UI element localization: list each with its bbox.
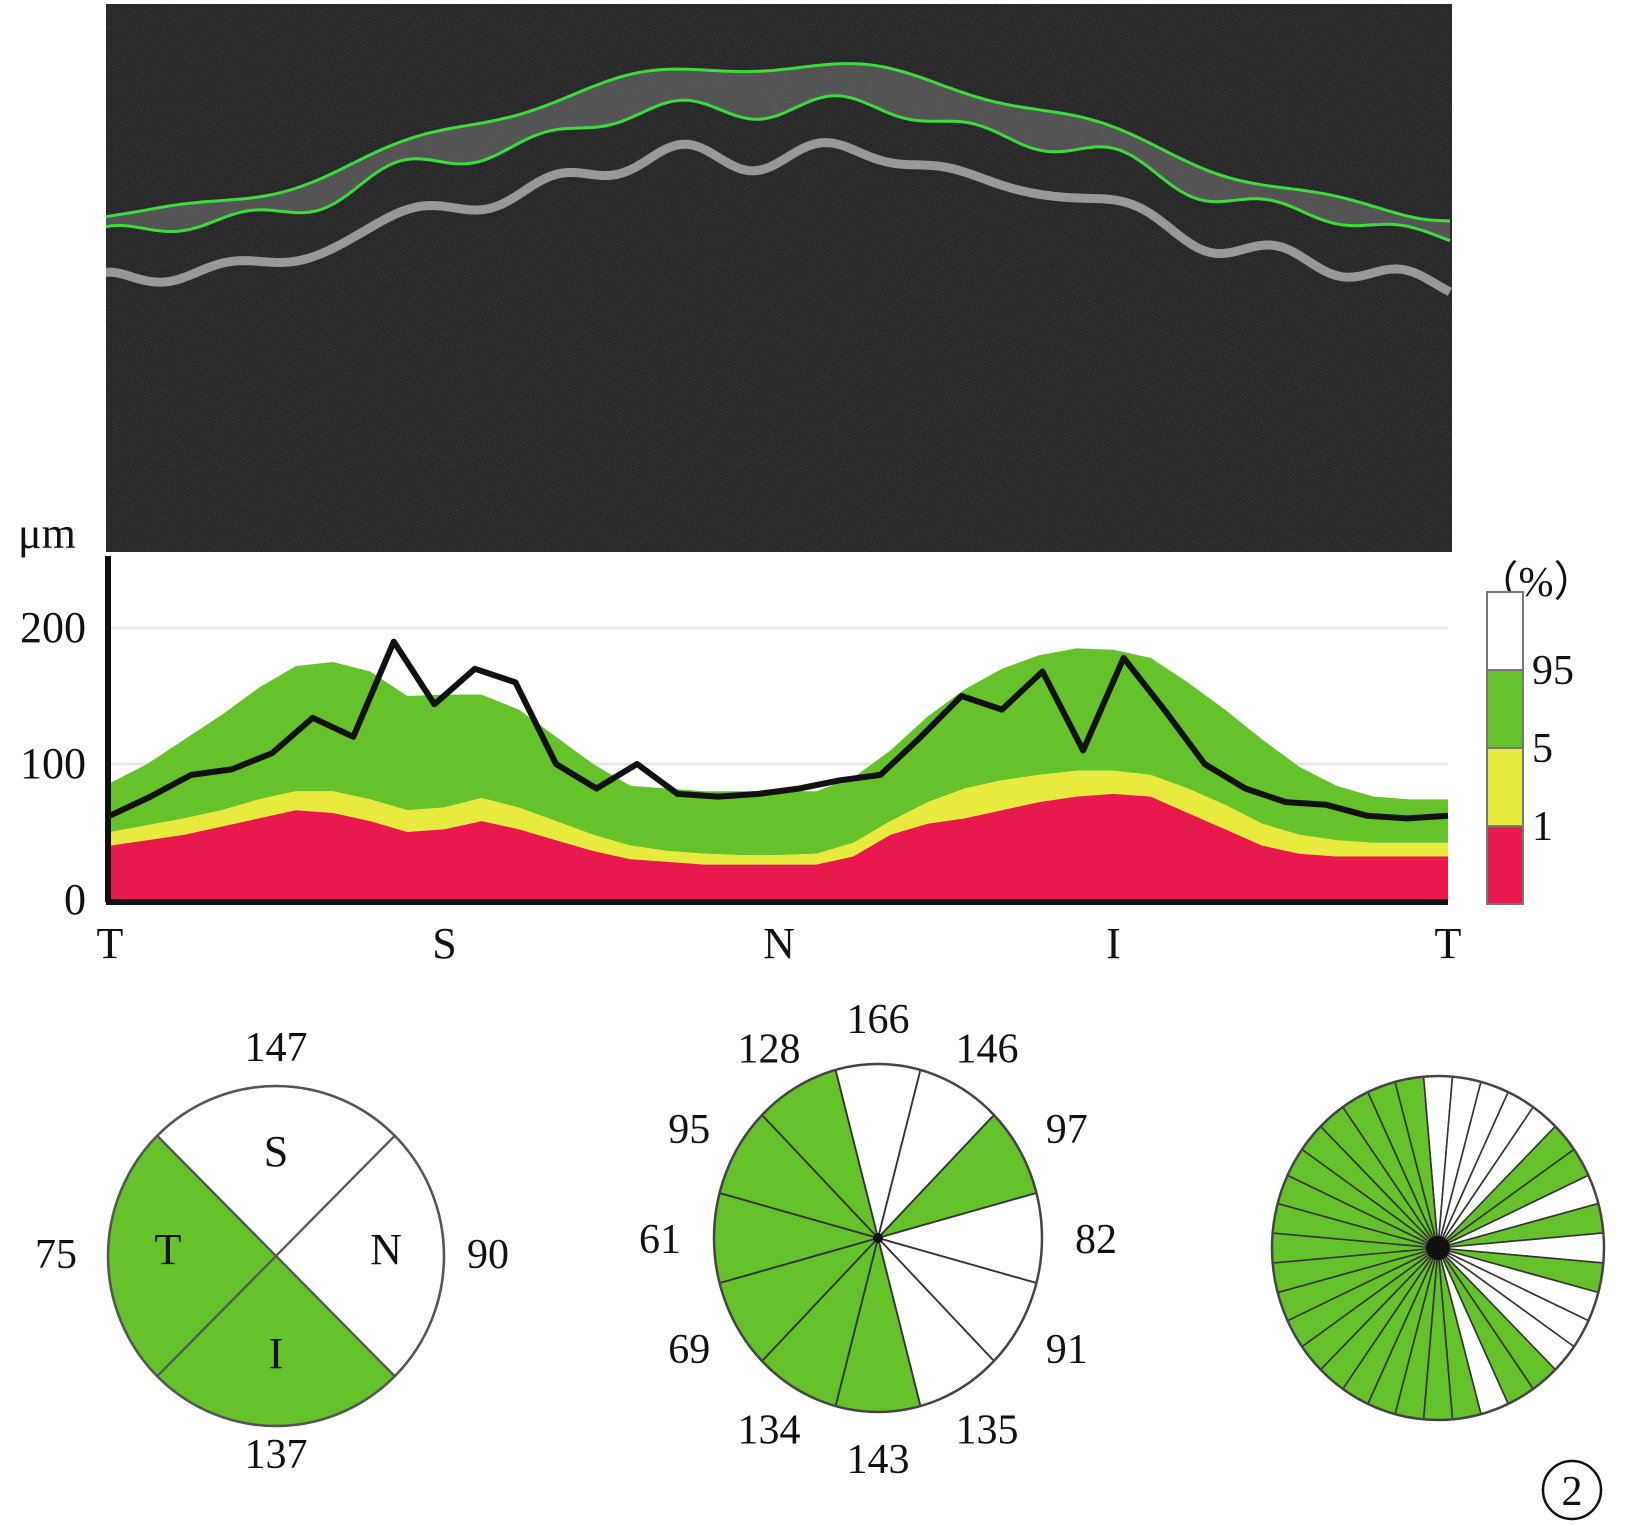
- legend-swatch-green: [1486, 669, 1524, 749]
- oct-scan-image: [106, 4, 1452, 552]
- band-5-95: [110, 648, 1448, 856]
- quadrant-label-I: I: [269, 1329, 284, 1378]
- y-tick-200: 200: [20, 603, 86, 652]
- quadrant-value-N: 90: [467, 1232, 509, 1278]
- clock-value-5: 91: [1046, 1327, 1088, 1373]
- quadrant-value-S: 147: [245, 1025, 308, 1071]
- legend-swatch-white: [1486, 591, 1524, 671]
- clock-value-1: 166: [847, 997, 910, 1043]
- x-tick-I-3: I: [1106, 919, 1121, 968]
- band-0-1: [110, 793, 1448, 900]
- x-tick-N-2: N: [763, 919, 795, 968]
- x-tick-T-0: T: [97, 919, 124, 968]
- figure-number-badge: 2: [1541, 1459, 1603, 1521]
- quadrant-value-I: 137: [245, 1432, 308, 1478]
- quadrant-outline: [106, 1084, 446, 1428]
- fine-center: [1426, 1236, 1450, 1260]
- clock-value-4: 82: [1075, 1217, 1117, 1263]
- x-tick-T-4: T: [1435, 919, 1462, 968]
- oct-inner-boundary: [106, 62, 1451, 223]
- oct-rpe-band: [106, 138, 1452, 296]
- clock-outline: [712, 1062, 1044, 1414]
- quadrant-value-T: 75: [35, 1232, 77, 1278]
- clock-value-10: 61: [639, 1217, 681, 1263]
- band-1-5: [110, 770, 1448, 865]
- y-axis-label: μm: [18, 509, 76, 558]
- clock-value-11: 95: [668, 1107, 710, 1153]
- percentile-legend: （%） 95 5 1: [1477, 560, 1596, 905]
- clock-value-6: 135: [956, 1408, 1019, 1454]
- clock-value-7: 143: [847, 1437, 910, 1483]
- clock-value-8: 134: [738, 1408, 801, 1454]
- oct-rnfl-layer: [106, 63, 1450, 241]
- quadrant-label-S: S: [264, 1127, 288, 1176]
- thickness-profile-chart: 0 100 200 T S N I T: [20, 556, 1462, 968]
- clock-center: [873, 1233, 883, 1243]
- figure-number: 2: [1562, 1469, 1583, 1515]
- legend-label-1: 1: [1532, 804, 1553, 850]
- y-tick-0: 0: [64, 875, 86, 924]
- clock-value-12: 128: [738, 1027, 801, 1073]
- clock-value-9: 69: [668, 1327, 710, 1373]
- quadrant-label-T: T: [155, 1225, 182, 1274]
- oct-outer-boundary: [106, 94, 1451, 243]
- legend-swatch-red: [1486, 825, 1524, 905]
- x-tick-S-1: S: [432, 919, 456, 968]
- quadrant-label-N: N: [370, 1225, 402, 1274]
- quadrant-pie: [106, 1084, 446, 1428]
- fine-sector-pie: [1270, 1074, 1606, 1422]
- legend-label-5: 5: [1532, 726, 1553, 772]
- y-tick-100: 100: [20, 739, 86, 788]
- clock-value-2: 146: [956, 1027, 1019, 1073]
- clock-value-3: 97: [1046, 1107, 1088, 1153]
- legend-swatch-yellow: [1486, 747, 1524, 827]
- thickness-line: [108, 638, 1449, 822]
- legend-label-95: 95: [1532, 648, 1574, 694]
- fine-outline: [1270, 1074, 1606, 1422]
- clock-hour-pie: 166 146 97 82 91 135 143 134 69 61 95 128: [639, 997, 1117, 1483]
